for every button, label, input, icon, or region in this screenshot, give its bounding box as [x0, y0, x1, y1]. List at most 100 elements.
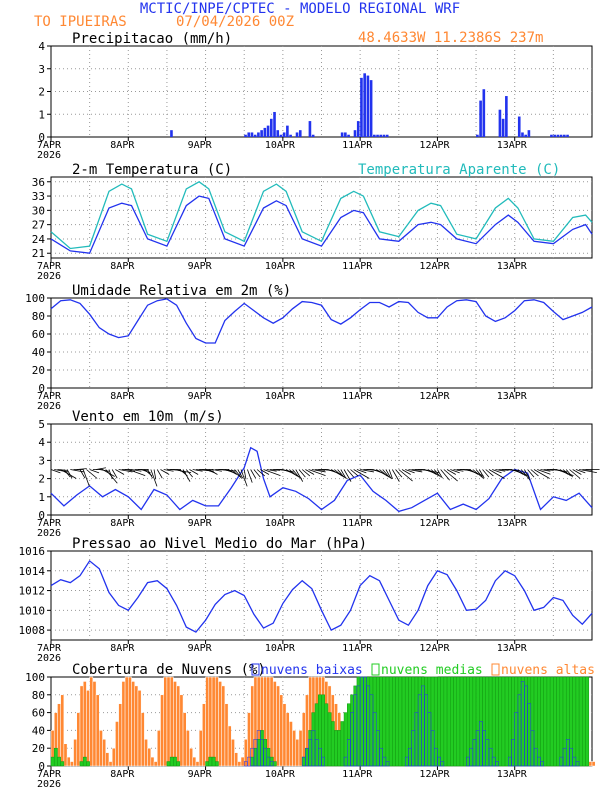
precip-bar	[550, 134, 553, 137]
cloud-bar-nuvens-medias	[524, 676, 528, 767]
cloud-bar-nuvens-medias	[256, 739, 261, 767]
x-tick-label: 9APR	[188, 769, 213, 780]
precip-bar	[250, 132, 254, 137]
cloud-bar-nuvens-altas	[166, 676, 171, 767]
x-tick-label: 8APR	[110, 261, 135, 272]
x-tick-label: 10APR	[265, 769, 296, 780]
wind-arrow	[498, 469, 509, 471]
cloud-bar-nuvens-medias	[350, 694, 354, 767]
wind-arrow	[66, 469, 73, 479]
cloud-bar-nuvens-medias	[356, 676, 361, 767]
x-year-label: 2026	[37, 401, 61, 412]
cloud-bar-nuvens-altas	[272, 681, 277, 767]
wind-arrow	[559, 469, 569, 475]
precip-bar	[382, 134, 386, 137]
cloud-bar-nuvens-medias	[462, 676, 467, 767]
precip-bar	[566, 134, 569, 137]
cloud-bar-nuvens-altas	[92, 681, 97, 767]
header-location: TO IPUEIRAS	[34, 14, 127, 30]
wind-arrow	[185, 469, 193, 478]
cloud-bar-nuvens-altas	[66, 756, 71, 767]
cloud-bar-nuvens-altas	[160, 694, 164, 767]
y-tick-label: 60	[32, 328, 45, 341]
cloud-bar-nuvens-medias	[430, 676, 435, 767]
wind-arrow	[543, 469, 554, 471]
cloud-bar-nuvens-altas	[70, 761, 74, 767]
cloud-bar-nuvens-medias	[401, 676, 406, 767]
cloud-bar-nuvens-baixas	[269, 761, 274, 767]
wind-arrow	[433, 469, 441, 478]
legend-label: nuvens baixas	[261, 663, 363, 678]
wind-arrow	[50, 469, 61, 474]
cloud-bar-nuvens-medias	[511, 676, 515, 767]
wind-arrow	[131, 469, 142, 472]
cloud-bar-nuvens-altas	[186, 730, 190, 767]
x-tick-label: 12APR	[419, 643, 450, 654]
wind-arrow	[269, 469, 280, 471]
cloud-bar-nuvens-altas	[73, 739, 78, 767]
cloud-bar-nuvens-medias	[469, 676, 474, 767]
x-tick-label: 9APR	[188, 391, 213, 402]
cloud-bar-nuvens-altas	[282, 703, 287, 767]
cloud-bar-nuvens-altas	[57, 703, 61, 767]
wind-arrow	[562, 469, 571, 477]
cloud-bar-nuvens-medias	[501, 676, 506, 767]
panel-2: 0 20 40 60 80 100 7APR 8APR 9APR 10APR 11APR 12APR 1…	[25, 283, 593, 412]
cloud-bar-nuvens-altas	[276, 685, 280, 767]
legend-label: nuvens altas	[501, 663, 595, 678]
cloud-bar-nuvens-altas	[150, 756, 155, 767]
x-tick-label: 7APR	[37, 518, 62, 529]
x-tick-label: 13APR	[497, 769, 528, 780]
cloud-bar-nuvens-altas	[588, 761, 593, 767]
series-line-0	[50, 298, 593, 344]
wind-arrow	[478, 469, 485, 479]
cloud-bar-nuvens-medias	[508, 676, 512, 767]
wind-arrow	[250, 469, 257, 479]
precip-bar	[521, 132, 524, 137]
cloud-bar-nuvens-medias	[327, 712, 332, 767]
y-tick-label: 100	[25, 292, 45, 305]
cloud-bar-nuvens-medias	[585, 676, 590, 767]
cloud-bar-nuvens-baixas	[540, 761, 544, 767]
wind-arrow	[111, 469, 118, 479]
cloud-bar-nuvens-medias	[340, 721, 345, 767]
wind-arrow	[430, 469, 439, 477]
panel-title: 2-m Temperatura (C)	[72, 162, 232, 178]
wind-arrow	[79, 469, 86, 479]
cloud-bar-nuvens-medias	[79, 761, 84, 767]
cloud-bar-nuvens-medias	[382, 676, 387, 767]
wind-arrow	[156, 469, 163, 479]
cloud-bar-nuvens-medias	[440, 676, 445, 767]
cloud-bar-nuvens-medias	[211, 756, 216, 767]
precip-bar	[373, 134, 376, 137]
wind-arrow	[472, 469, 484, 479]
cloud-bar-nuvens-altas	[82, 681, 87, 767]
y-tick-label: 21	[32, 247, 45, 260]
cloud-bar-nuvens-altas	[247, 712, 251, 767]
wind-arrow	[440, 469, 450, 481]
legend-swatch	[371, 663, 380, 676]
x-tick-label: 13APR	[497, 140, 528, 151]
y-tick-label: 1016	[19, 545, 46, 558]
precip-bar	[286, 125, 289, 137]
wind-arrow	[60, 469, 77, 479]
wind-arrow	[308, 469, 326, 477]
wind-arrow	[118, 469, 133, 473]
cloud-bar-nuvens-medias	[53, 747, 58, 767]
cloud-bar-nuvens-altas	[79, 685, 84, 767]
cloud-bar-nuvens-medias	[527, 676, 532, 767]
y-tick-label: 2	[38, 473, 45, 486]
wind-arrow	[482, 469, 490, 478]
wind-arrow	[379, 469, 388, 477]
cloud-bar-nuvens-medias	[556, 676, 561, 767]
legend-apparent-temp: Temperatura Aparente (C)	[358, 162, 560, 178]
y-tick-label: 24	[32, 233, 46, 246]
precip-bar	[376, 134, 379, 137]
precip-bar	[476, 134, 479, 137]
cloud-bar-nuvens-medias	[498, 676, 503, 767]
cloud-bar-nuvens-medias	[540, 676, 544, 767]
cloud-bar-nuvens-medias	[392, 676, 396, 767]
cloud-bar-nuvens-altas	[269, 676, 274, 767]
precip-bar	[482, 89, 486, 137]
wind-arrow	[565, 469, 573, 478]
